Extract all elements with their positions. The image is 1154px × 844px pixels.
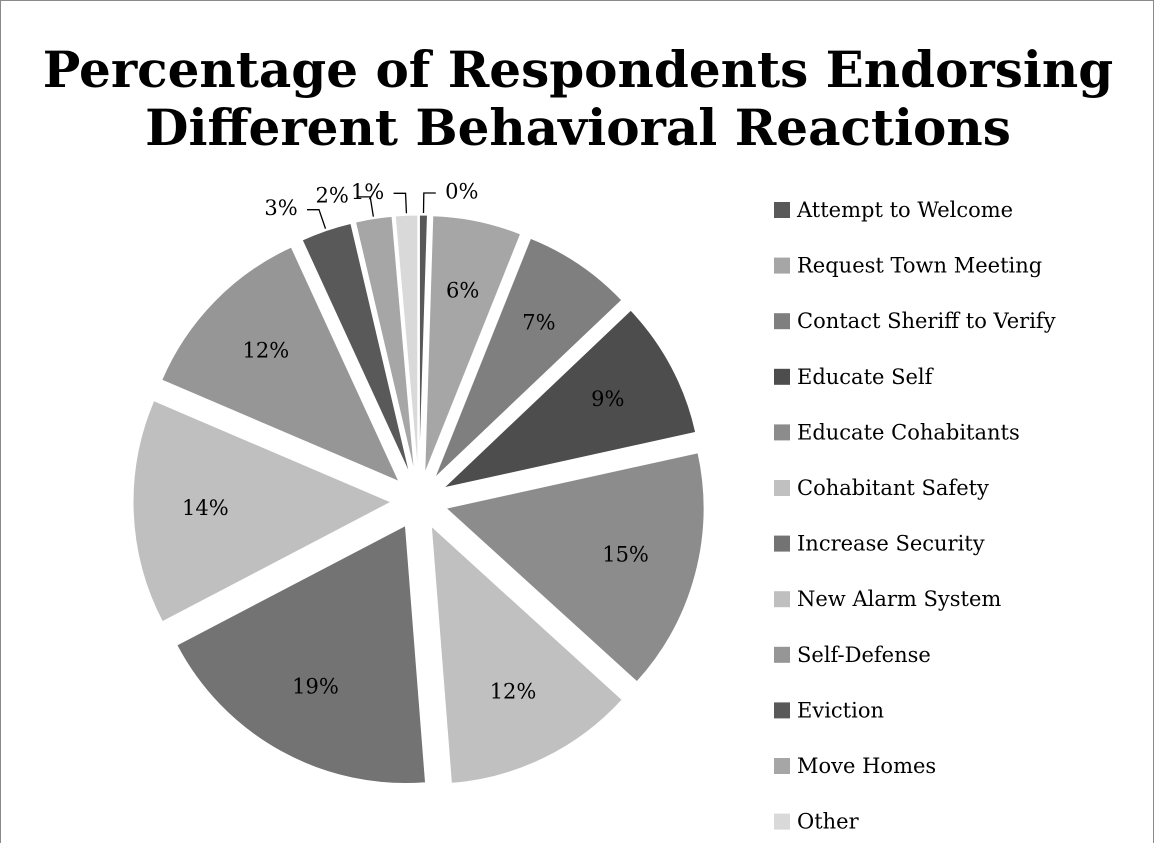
pie-slice-educate-self <box>442 309 697 489</box>
slice-label-other: 1% <box>351 180 384 204</box>
legend-item-other: Other <box>774 810 860 834</box>
slice-label-request-town-meeting: 6% <box>446 278 479 302</box>
legend-swatch <box>774 424 790 441</box>
legend-swatch <box>774 202 790 218</box>
legend-swatch <box>774 702 790 719</box>
legend-swatch <box>774 480 790 496</box>
legend-label: Increase Security <box>797 532 985 556</box>
legend-label: Attempt to Welcome <box>796 198 1013 222</box>
legend-swatch <box>774 813 790 830</box>
legend-item-contact-sheriff-to-verify: Contact Sheriff to Verify <box>774 309 1056 333</box>
legend-label: Request Town Meeting <box>797 254 1042 278</box>
legend-label: Contact Sheriff to Verify <box>797 309 1056 333</box>
leader-line-eviction <box>306 209 327 229</box>
leader-line-attempt-to-welcome <box>422 192 436 214</box>
legend-swatch <box>774 758 790 774</box>
pie-slice-eviction <box>301 222 411 475</box>
chart-title-line-1: Percentage of Respondents Endorsing <box>42 40 1114 99</box>
legend-item-educate-cohabitants: Educate Cohabitants <box>774 420 1020 444</box>
legend-label: Other <box>797 810 860 834</box>
slice-label-cohabitant-safety: 12% <box>490 679 537 703</box>
legend-label: Cohabitant Safety <box>797 476 989 500</box>
pie-slice-increase-security <box>176 524 427 784</box>
legend-label: Educate Cohabitants <box>797 420 1020 444</box>
slice-label-attempt-to-welcome: 0% <box>445 180 478 204</box>
pie-slice-educate-cohabitants <box>445 452 705 683</box>
legend-item-eviction: Eviction <box>774 698 884 722</box>
chart-title-line-2: Different Behavioral Reactions <box>145 98 1011 157</box>
legend-item-increase-security: Increase Security <box>774 532 985 556</box>
pie-slices <box>132 214 705 784</box>
legend-label: Move Homes <box>797 754 936 778</box>
legend-swatch <box>774 313 790 330</box>
pie-slice-contact-sheriff-to-verify <box>434 237 623 479</box>
slice-label-new-alarm-system: 14% <box>182 496 229 520</box>
pie-slice-attempt-to-welcome <box>418 214 428 474</box>
legend-item-self-defense: Self-Defense <box>774 643 931 667</box>
slice-label-move-homes: 2% <box>316 183 349 207</box>
legend-item-attempt-to-welcome: Attempt to Welcome <box>774 198 1013 222</box>
legend-swatch <box>774 257 790 274</box>
slice-label-increase-security: 19% <box>292 675 339 699</box>
slice-label-contact-sheriff-to-verify: 7% <box>522 311 555 335</box>
legend-item-move-homes: Move Homes <box>774 754 936 778</box>
pie-labels: 0% 6% 7% 9% 15% 12% 19% 14% 12% 3% 2% 1% <box>182 180 649 704</box>
slice-label-eviction: 3% <box>264 196 297 220</box>
legend-item-request-town-meeting: Request Town Meeting <box>774 254 1042 278</box>
legend-item-cohabitant-safety: Cohabitant Safety <box>774 476 989 500</box>
legend-label: Self-Defense <box>797 643 931 667</box>
slice-label-educate-self: 9% <box>591 387 624 411</box>
legend-item-educate-self: Educate Self <box>774 365 935 389</box>
chart-legend: Attempt to Welcome Request Town Meeting Co… <box>774 198 1056 834</box>
legend-label: Educate Self <box>797 365 935 389</box>
slice-label-educate-cohabitants: 15% <box>602 543 649 567</box>
leader-line-move-homes <box>358 196 375 217</box>
legend-label: New Alarm System <box>797 587 1001 611</box>
slice-label-self-defense: 12% <box>243 338 290 362</box>
legend-swatch <box>774 646 790 663</box>
pie-slice-new-alarm-system <box>132 400 393 623</box>
legend-swatch <box>774 535 790 552</box>
legend-swatch <box>774 591 790 608</box>
pie-slice-self-defense <box>161 246 400 483</box>
pie-slice-cohabitant-safety <box>430 524 623 784</box>
pie-slice-request-town-meeting <box>424 215 522 474</box>
leader-line-other <box>393 192 408 214</box>
legend-label: Eviction <box>797 698 884 722</box>
pie-slice-move-homes <box>354 215 416 474</box>
legend-item-new-alarm-system: New Alarm System <box>774 587 1001 611</box>
pie-slice-other <box>394 214 419 474</box>
legend-swatch <box>774 368 790 385</box>
